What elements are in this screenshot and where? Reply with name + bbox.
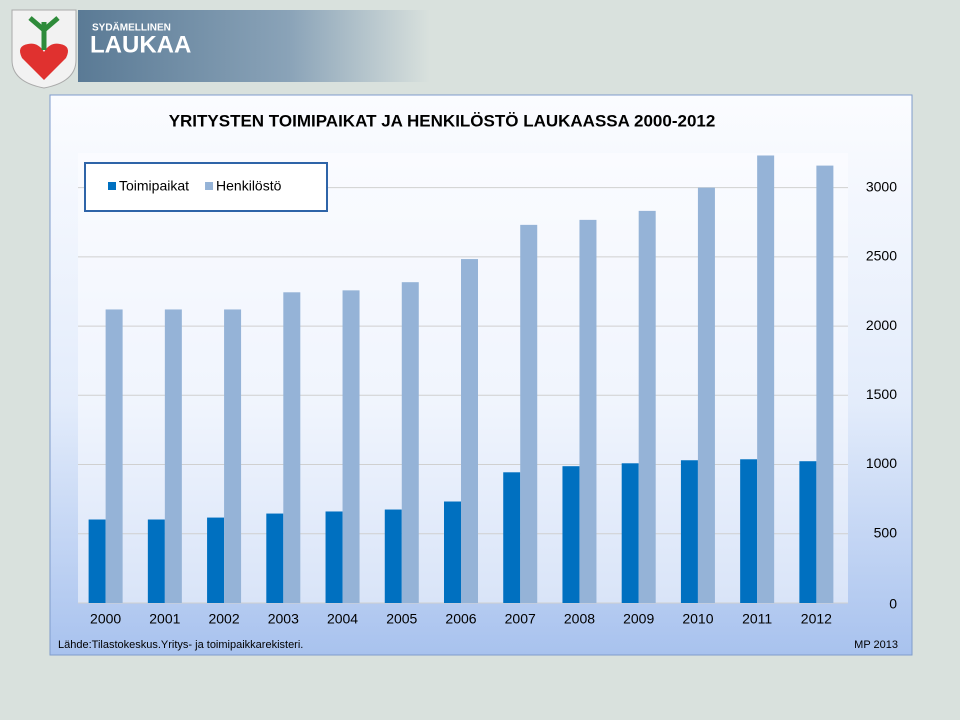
bar [579,219,597,603]
bar [207,517,225,603]
x-tick-label: 2006 [445,611,476,627]
bar [88,519,106,603]
source: Lähde:Tilastokeskus.Yritys- ja toimipaik… [58,639,303,651]
bar [621,463,639,603]
bar [401,282,419,603]
y-tick-label: 1500 [866,386,897,402]
x-tick-label: 2005 [386,611,417,627]
x-tick-label: 2007 [505,611,536,627]
logo-name: LAUKAA [90,31,191,58]
y-tick-label: 2500 [866,248,897,264]
chart-title: YRITYSTEN TOIMIPAIKAT JA HENKILÖSTÖ LAUK… [169,111,716,130]
bar [384,509,402,603]
bar [562,466,580,603]
x-tick-label: 2002 [208,611,239,627]
bar [444,501,461,603]
bar [147,519,165,603]
bar [520,224,538,603]
x-tick-label: 2009 [623,611,654,627]
legend-label: Toimipaikat [119,178,189,194]
x-tick-label: 2003 [268,611,299,627]
bar [740,459,758,603]
x-tick-label: 2001 [149,611,180,627]
bar [638,210,656,603]
y-tick-label: 3000 [866,178,897,194]
bar [757,155,775,603]
logo-tagline: SYDÄMELLINEN [92,21,171,34]
bar [266,513,284,603]
bar [325,511,343,603]
bar [342,290,360,603]
bar [799,461,817,603]
x-tick-label: 2000 [90,611,121,627]
y-tick-label: 0 [889,596,897,612]
banner [78,10,430,82]
legend: Toimipaikat Henkilöstö [84,162,328,212]
legend-label: Henkilöstö [216,178,282,194]
y-tick-label: 1000 [866,455,897,471]
bar [816,165,834,603]
y-tick-label: 2000 [866,317,897,333]
bar [105,309,123,603]
sprout-icon [28,16,60,50]
bar [697,187,715,603]
bar [224,309,242,603]
y-tick-label: 500 [874,524,898,540]
bar [283,292,301,603]
x-tick-label: 2004 [327,611,358,627]
note: MP 2013 [854,639,898,651]
bar [461,259,478,603]
x-tick-label: 2008 [564,611,595,627]
legend-swatch [205,182,214,190]
x-tick-label: 2011 [742,611,772,627]
bar [503,472,521,603]
bar [680,460,698,603]
legend-swatch [108,182,116,190]
x-tick-label: 2012 [801,611,832,627]
plot: 0 500 1000 1500 2000 2500 3000 2000 2001 2002 2003… [78,155,898,627]
x-tick-label: 2010 [682,611,713,627]
bar [164,309,182,603]
heart-icon [20,43,68,80]
